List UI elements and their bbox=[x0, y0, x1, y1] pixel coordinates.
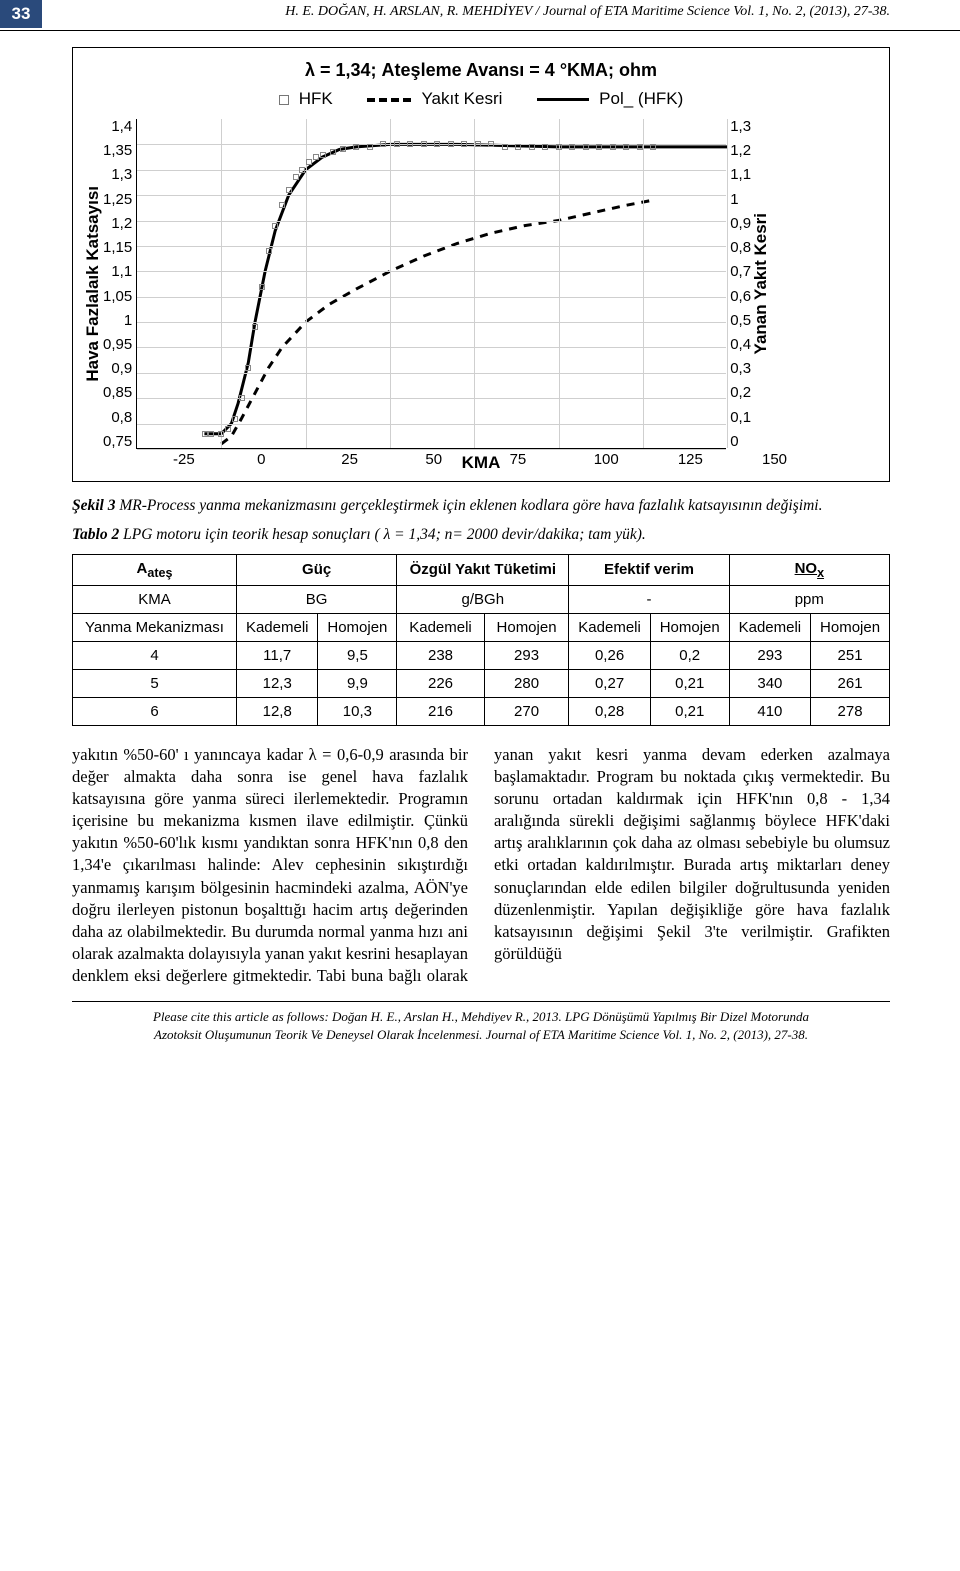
legend-marker-dash bbox=[367, 98, 411, 102]
y-axis-right-label: Yanan Yakıt Kesri bbox=[751, 213, 771, 354]
citation-footer: Please cite this article as follows: Doğ… bbox=[72, 1008, 890, 1043]
figure-3-caption: Şekil 3 MR-Process yanma mekanizmasını g… bbox=[72, 496, 890, 517]
table-header-row-3: Yanma MekanizmasıKademeliHomojenKademeli… bbox=[73, 613, 890, 641]
footer-separator bbox=[72, 1001, 890, 1002]
legend-marker-solid bbox=[537, 98, 589, 101]
running-head: H. E. DOĞAN, H. ARSLAN, R. MEHDİYEV / Jo… bbox=[0, 0, 960, 31]
chart-plot-area bbox=[136, 119, 726, 449]
table-body: 411,79,52382930,260,2293251512,39,922628… bbox=[73, 641, 890, 725]
page-header: 33 H. E. DOĞAN, H. ARSLAN, R. MEHDİYEV /… bbox=[0, 0, 960, 31]
table-2-caption: Tablo 2 LPG motoru için teorik hesap son… bbox=[72, 525, 890, 546]
figure-title: λ = 1,34; Ateşleme Avansı = 4 °KMA; ohm bbox=[83, 60, 879, 81]
legend-label-pol: Pol_ (HFK) bbox=[599, 89, 683, 108]
figure-legend: HFK Yakıt Kesri Pol_ (HFK) bbox=[83, 89, 879, 109]
body-text: yakıtın %50-60' ı yanıncaya kadar λ = 0,… bbox=[72, 744, 890, 987]
table-2: AateşGüçÖzgül Yakıt TüketimiEfektif veri… bbox=[72, 554, 890, 726]
figure-3: λ = 1,34; Ateşleme Avansı = 4 °KMA; ohm … bbox=[72, 47, 890, 482]
legend-label-yakit: Yakıt Kesri bbox=[421, 89, 502, 108]
legend-label-hfk: HFK bbox=[299, 89, 333, 108]
y-axis-left-label: Hava Fazlalaık Katsayısı bbox=[83, 186, 103, 382]
x-axis-label: KMA bbox=[83, 453, 879, 473]
chart-svg bbox=[137, 119, 727, 449]
legend-marker-square bbox=[279, 95, 289, 105]
y-axis-right-ticks: 1,31,21,110,90,80,70,60,50,40,30,20,10 bbox=[726, 119, 751, 449]
table-header-row-2: KMABGg/BGh-ppm bbox=[73, 585, 890, 613]
y-axis-left-ticks: 1,41,351,31,251,21,151,11,0510,950,90,85… bbox=[103, 119, 136, 449]
table-header-row-1: AateşGüçÖzgül Yakıt TüketimiEfektif veri… bbox=[73, 554, 890, 585]
